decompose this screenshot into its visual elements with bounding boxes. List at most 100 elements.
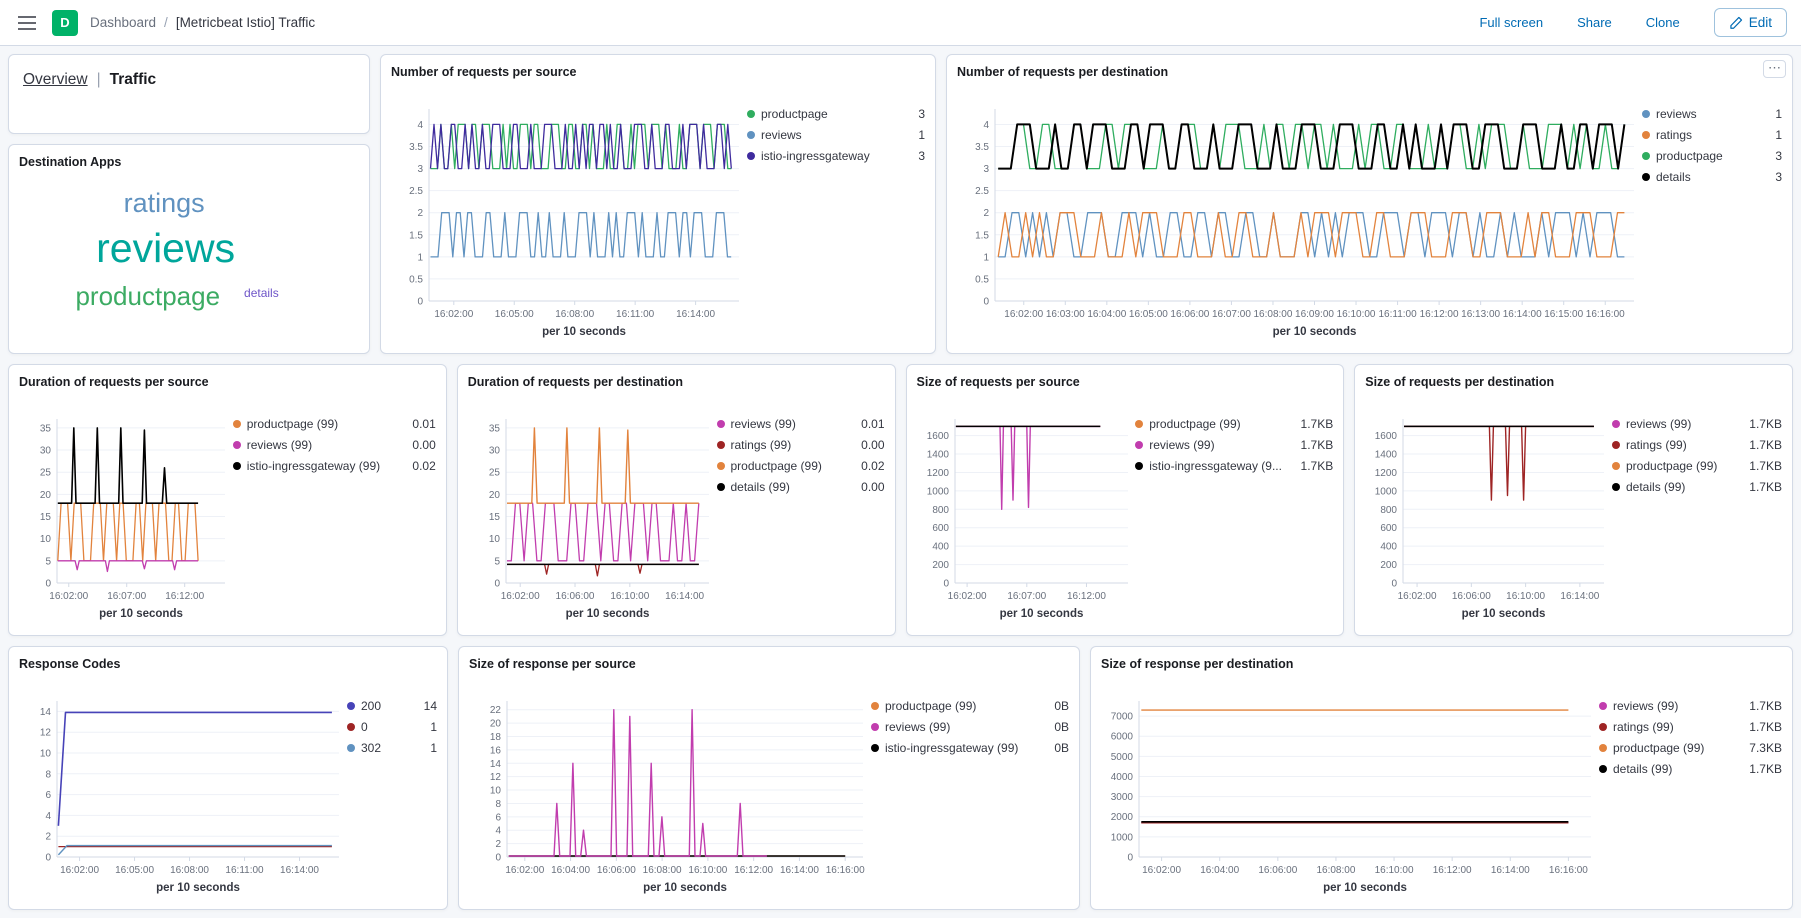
svg-text:16:10:00: 16:10:00 xyxy=(1375,865,1414,876)
legend-item-ratings-99-[interactable]: ratings (99) 0.00 xyxy=(716,438,885,452)
svg-text:16:08:00: 16:08:00 xyxy=(170,865,209,876)
svg-text:0: 0 xyxy=(494,579,500,590)
legend-item-details-99-[interactable]: details (99) 0.00 xyxy=(716,480,885,494)
legend-swatch xyxy=(1599,744,1607,752)
chart-resp_codes[interactable]: 0 2 4 6 8 10 12 14 16:02:00 16:05:00 16:08:00 16:11… xyxy=(17,675,347,901)
chart-plot[interactable]: 0 200 400 600 800 1000 1200 1400 1600 16:02:00 16:… xyxy=(1363,393,1612,627)
tag-reviews[interactable]: reviews xyxy=(96,225,236,272)
svg-text:1400: 1400 xyxy=(1375,450,1398,461)
svg-text:16:14:00: 16:14:00 xyxy=(280,865,319,876)
svg-text:16:05:00: 16:05:00 xyxy=(495,309,534,320)
legend-item-istio-ingressgateway[interactable]: istio-ingressgateway 3 xyxy=(747,149,925,163)
legend-item-productpage-99-[interactable]: productpage (99) 7.3KB xyxy=(1599,741,1782,755)
legend-item-productpage[interactable]: productpage 3 xyxy=(1642,149,1782,163)
panel-title: Size of response per destination xyxy=(1101,657,1294,671)
legend-item-reviews-99-[interactable]: reviews (99) 0B xyxy=(871,720,1069,734)
dashboard-row-2: Duration of requests per source 0 5 10 15 20 2… xyxy=(8,364,1793,636)
legend-swatch xyxy=(232,441,241,449)
legend-item-reviews[interactable]: reviews 1 xyxy=(747,128,925,142)
legend-swatch xyxy=(1135,462,1144,470)
chart-size_req_dst[interactable]: 0 200 400 600 800 1000 1200 1400 1600 16:02:00 16:… xyxy=(1363,393,1612,627)
svg-text:0: 0 xyxy=(1392,579,1398,590)
legend-item-reviews-99-[interactable]: reviews (99) 0.00 xyxy=(232,438,436,452)
full-screen-link[interactable]: Full screen xyxy=(1479,15,1544,30)
legend-item-200[interactable]: 200 14 xyxy=(347,699,437,713)
legend-item-reviews-99-[interactable]: reviews (99) 1.7KB xyxy=(1612,417,1782,431)
tag-details[interactable]: details xyxy=(244,285,279,300)
tag-productpage[interactable]: productpage xyxy=(75,281,221,312)
legend-item-productpage-99-[interactable]: productpage (99) 1.7KB xyxy=(1135,417,1333,431)
chart-area: 0 200 400 600 800 1000 1200 1400 1600 16:02:00 16:… xyxy=(1363,393,1784,627)
breadcrumb-dashboard[interactable]: Dashboard xyxy=(90,15,157,30)
legend-item-details-99-[interactable]: details (99) 1.7KB xyxy=(1599,762,1782,776)
clone-link[interactable]: Clone xyxy=(1645,15,1680,30)
chart-dur_dst[interactable]: 0 5 10 15 20 25 30 35 16:02:00 16:06:00 16:10:00 16… xyxy=(466,393,717,627)
chart-size_resp_dst[interactable]: 0 1000 2000 3000 4000 5000 6000 7000 16:02:00 16:… xyxy=(1099,675,1599,901)
legend-swatch xyxy=(747,110,755,118)
svg-text:1.5: 1.5 xyxy=(975,230,989,241)
legend-item-productpage-99-[interactable]: productpage (99) 1.7KB xyxy=(1612,459,1782,473)
svg-text:22: 22 xyxy=(490,705,502,716)
share-link[interactable]: Share xyxy=(1577,15,1612,30)
legend-item-reviews-99-[interactable]: reviews (99) 1.7KB xyxy=(1135,438,1333,452)
tag-ratings[interactable]: ratings xyxy=(123,188,205,219)
svg-text:16:06:00: 16:06:00 xyxy=(1170,309,1209,320)
legend-label: details (99) xyxy=(1626,480,1686,494)
legend-item-details-99-[interactable]: details (99) 1.7KB xyxy=(1612,480,1782,494)
svg-text:25: 25 xyxy=(40,468,52,479)
chart-plot[interactable]: 0 1000 2000 3000 4000 5000 6000 7000 16:02:00 16:… xyxy=(1099,675,1599,901)
chart-dur_src[interactable]: 0 5 10 15 20 25 30 35 16:02:00 16:07:00 16:12:00 pe… xyxy=(17,393,233,627)
svg-text:5: 5 xyxy=(494,556,500,567)
legend-label: istio-ingressgateway (99) xyxy=(246,459,381,473)
chart-plot[interactable]: 0 5 10 15 20 25 30 35 16:02:00 16:07:00 16:12:00 pe… xyxy=(17,393,233,627)
legend-value: 3 xyxy=(918,149,925,163)
legend-label: 0 xyxy=(361,720,368,734)
chart-plot[interactable]: 0 200 400 600 800 1000 1200 1400 1600 16:02:00 16:… xyxy=(915,393,1136,627)
chart-area: 0 0.5 1 1.5 2 2.5 3 3.5 4 16:02:00 16:05:00 16:08:0… xyxy=(389,83,927,345)
chart-plot[interactable]: 0 2 4 6 8 10 12 14 16 18 20 22 16:02:00 16:04:00 16:06… xyxy=(467,675,871,901)
legend-item-reviews-99-[interactable]: reviews (99) 1.7KB xyxy=(1599,699,1782,713)
legend-item-ratings-99-[interactable]: ratings (99) 1.7KB xyxy=(1612,438,1782,452)
chart-req_dst[interactable]: 0 0.5 1 1.5 2 2.5 3 3.5 4 16:02:00 16:03:00 16:04:0… xyxy=(955,83,1642,345)
legend-label: productpage (99) xyxy=(246,417,339,431)
chart-size_req_src[interactable]: 0 200 400 600 800 1000 1200 1400 1600 16:02:00 16:… xyxy=(915,393,1136,627)
legend-item-productpage[interactable]: productpage 3 xyxy=(747,107,925,121)
legend-item-302[interactable]: 302 1 xyxy=(347,741,437,755)
legend-label: details (99) xyxy=(730,480,790,494)
edit-button[interactable]: Edit xyxy=(1713,8,1787,37)
svg-text:16:02:00: 16:02:00 xyxy=(500,591,539,602)
chart-plot[interactable]: 0 0.5 1 1.5 2 2.5 3 3.5 4 16:02:00 16:03:00 16:04:0… xyxy=(955,83,1642,345)
legend-item-istio-ingressgateway-99-[interactable]: istio-ingressgateway (99) 0B xyxy=(871,741,1069,755)
legend-item-ratings-99-[interactable]: ratings (99) 1.7KB xyxy=(1599,720,1782,734)
panel-size_req_dst: Size of requests per destination 0 200 400 6… xyxy=(1354,364,1793,636)
legend-item-reviews[interactable]: reviews 1 xyxy=(1642,107,1782,121)
legend-swatch xyxy=(1642,110,1650,118)
legend-item-productpage-99-[interactable]: productpage (99) 0B xyxy=(871,699,1069,713)
svg-text:1600: 1600 xyxy=(1375,431,1398,442)
svg-text:16:14:00: 16:14:00 xyxy=(1561,591,1600,602)
overview-link[interactable]: Overview xyxy=(23,71,88,88)
legend-item-reviews-99-[interactable]: reviews (99) 0.01 xyxy=(716,417,885,431)
legend-item-ratings[interactable]: ratings 1 xyxy=(1642,128,1782,142)
svg-text:16:04:00: 16:04:00 xyxy=(551,865,590,876)
panel-options-button[interactable]: ⋯ xyxy=(1763,60,1786,78)
svg-text:200: 200 xyxy=(1381,560,1398,571)
chart-req_src[interactable]: 0 0.5 1 1.5 2 2.5 3 3.5 4 16:02:00 16:05:00 16:08:0… xyxy=(389,83,747,345)
svg-text:16:02:00: 16:02:00 xyxy=(60,865,99,876)
chart-plot[interactable]: 0 5 10 15 20 25 30 35 16:02:00 16:06:00 16:10:00 16… xyxy=(466,393,717,627)
svg-text:16:14:00: 16:14:00 xyxy=(1503,309,1542,320)
chart-plot[interactable]: 0 0.5 1 1.5 2 2.5 3 3.5 4 16:02:00 16:05:00 16:08:0… xyxy=(389,83,747,345)
chart-size_resp_src[interactable]: 0 2 4 6 8 10 12 14 16 18 20 22 16:02:00 16:04:00 16:06… xyxy=(467,675,871,901)
chart-plot[interactable]: 0 2 4 6 8 10 12 14 16:02:00 16:05:00 16:08:00 16:11… xyxy=(17,675,347,901)
legend-item-productpage-99-[interactable]: productpage (99) 0.01 xyxy=(232,417,436,431)
menu-icon[interactable] xyxy=(14,12,40,34)
legend-item-istio-ingressgateway-99-[interactable]: istio-ingressgateway (99) 0.02 xyxy=(232,459,436,473)
legend-value: 1.7KB xyxy=(1749,720,1782,734)
legend-item-details[interactable]: details 3 xyxy=(1642,170,1782,184)
legend-item-productpage-99-[interactable]: productpage (99) 0.02 xyxy=(716,459,885,473)
legend-value: 0B xyxy=(1054,720,1069,734)
svg-text:4: 4 xyxy=(417,120,423,131)
legend-item-istio-ingressgateway-9-[interactable]: istio-ingressgateway (9... 1.7KB xyxy=(1135,459,1333,473)
svg-text:16:07:00: 16:07:00 xyxy=(1212,309,1251,320)
